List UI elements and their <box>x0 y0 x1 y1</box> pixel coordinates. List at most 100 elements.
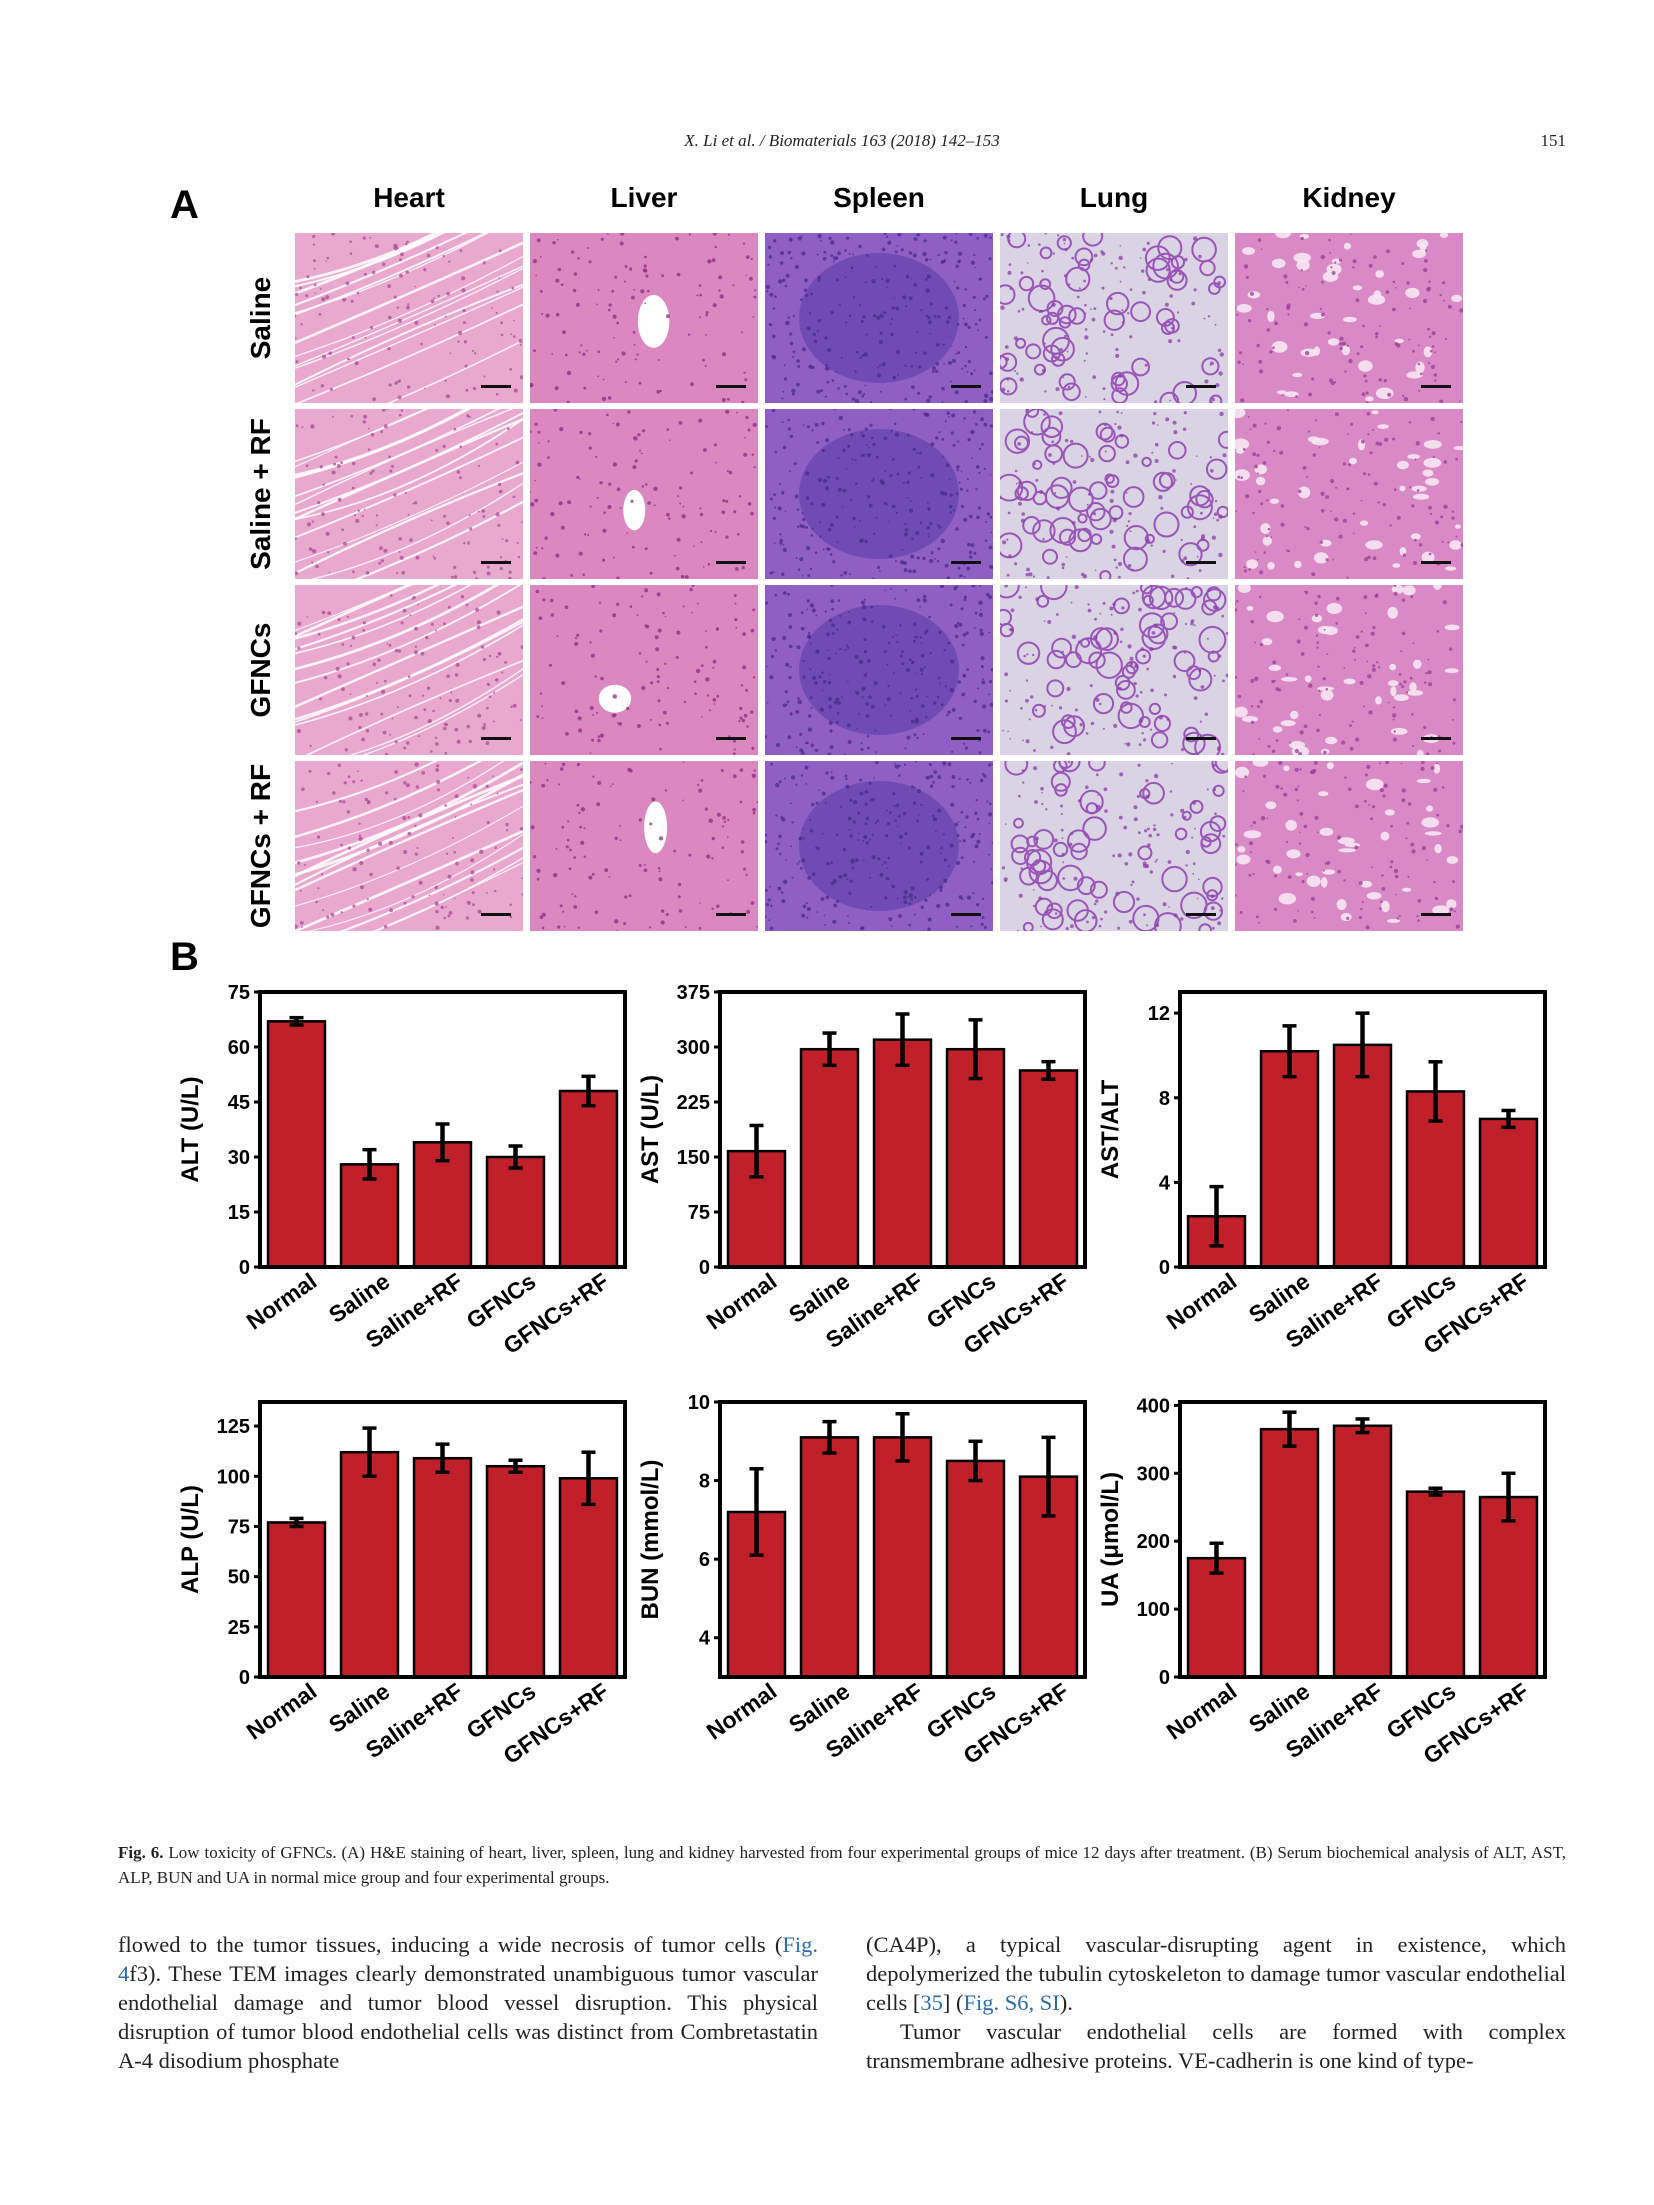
chart-ast: Normal Saline Saline+RF GFNCs GFNCs+RF 0 75 150… <box>630 980 1100 1380</box>
paragraph: Tumor vascular endothelial cells are for… <box>866 2019 1566 2073</box>
row-heading-saline: Saline <box>245 276 276 360</box>
category-label: Normal <box>242 1268 322 1335</box>
histology-image-lung <box>1000 409 1228 579</box>
column-heading-spleen: Spleen <box>833 182 925 213</box>
journal-citation: X. Li et al. / Biomaterials 163 (2018) 1… <box>684 131 1000 150</box>
y-tick-label: 4 <box>1159 1172 1171 1194</box>
row-heading-gfncs: GFNCs <box>245 622 276 718</box>
bar <box>1405 1490 1466 1679</box>
y-tick-label: 150 <box>677 1147 710 1169</box>
bar <box>1478 1495 1539 1679</box>
y-axis-label: ALT (U/L) <box>177 1076 204 1182</box>
bar <box>1018 1069 1079 1269</box>
y-tick-label: 0 <box>699 1257 710 1279</box>
bar <box>799 1436 860 1679</box>
running-head: X. Li et al. / Biomaterials 163 (2018) 1… <box>118 131 1566 157</box>
y-axis-label: AST (U/L) <box>637 1075 664 1184</box>
y-tick-label: 0 <box>1159 1257 1170 1279</box>
bar <box>1332 1424 1393 1679</box>
category-label: Normal <box>702 1268 782 1335</box>
plot-frame <box>258 1400 627 1679</box>
bar <box>266 1020 327 1269</box>
histology-image-lung <box>1000 233 1228 403</box>
y-tick-label: 15 <box>228 1202 250 1224</box>
y-tick-label: 0 <box>1159 1667 1170 1689</box>
y-tick-label: 125 <box>217 1416 250 1438</box>
bar <box>558 1477 619 1679</box>
chart-ua: Normal Saline Saline+RF GFNCs GFNCs+RF 0 100 20… <box>1090 1390 1560 1790</box>
y-tick-label: 0 <box>239 1257 250 1279</box>
histology-image-spleen <box>765 409 993 579</box>
bar <box>485 1155 546 1269</box>
plot-frame <box>1178 1400 1547 1679</box>
histology-image-liver <box>530 761 758 931</box>
category-label: Normal <box>702 1678 782 1745</box>
histology-image-heart <box>295 761 523 931</box>
bar <box>1259 1427 1320 1679</box>
y-tick-label: 200 <box>1137 1531 1170 1553</box>
chart-bun: Normal Saline Saline+RF GFNCs GFNCs+RF 4 6 8 10 B… <box>630 1390 1100 1790</box>
bar <box>799 1047 860 1269</box>
column-heading-liver: Liver <box>610 182 678 213</box>
category-label: Normal <box>242 1678 322 1745</box>
histology-image-heart <box>295 585 523 755</box>
bar <box>1259 1049 1320 1269</box>
histology-image-liver <box>530 585 758 755</box>
plot-frame <box>1178 990 1547 1269</box>
body-column-left: flowed to the tumor tissues, inducing a … <box>118 1932 818 2073</box>
histology-image-kidney <box>1235 585 1463 755</box>
bar <box>339 1450 400 1679</box>
y-tick-label: 60 <box>228 1037 250 1059</box>
column-heading-kidney: Kidney <box>1302 182 1396 213</box>
bar <box>872 1436 933 1679</box>
category-label: Normal <box>1162 1678 1242 1745</box>
column-heading-heart: Heart <box>373 182 445 213</box>
figure-4-link[interactable]: Fig. 4 <box>118 1932 818 1986</box>
plot-frame <box>258 990 627 1269</box>
y-tick-label: 0 <box>239 1667 250 1689</box>
y-axis-label: ALP (U/L) <box>177 1485 204 1594</box>
row-heading-gfncs-rf: GFNCs + RF <box>245 763 276 929</box>
y-tick-label: 225 <box>677 1092 710 1114</box>
y-tick-label: 25 <box>228 1617 250 1639</box>
y-tick-label: 75 <box>688 1202 710 1224</box>
column-heading-lung: Lung <box>1079 182 1149 213</box>
y-tick-label: 10 <box>688 1392 710 1414</box>
bar <box>412 1456 473 1679</box>
histology-image-liver <box>530 409 758 579</box>
y-axis-label: AST/ALT <box>1097 1079 1124 1179</box>
y-tick-label: 50 <box>228 1567 250 1589</box>
y-tick-label: 4 <box>699 1628 711 1650</box>
chart-alp: Normal Saline Saline+RF GFNCs GFNCs+RF 0 25 50 7… <box>170 1390 640 1790</box>
page-number: 151 <box>1540 131 1567 150</box>
figure-caption: Fig. 6. Low toxicity of GFNCs. (A) H&E s… <box>118 1840 1566 1890</box>
panel-b-label: B <box>170 935 199 979</box>
bar <box>1186 1556 1247 1679</box>
bar <box>558 1089 619 1269</box>
y-axis-label: UA (μmol/L) <box>1097 1472 1124 1607</box>
figure-label: Fig. 6. <box>118 1843 164 1862</box>
bar <box>266 1521 327 1679</box>
histology-image-kidney <box>1235 761 1463 931</box>
histology-image-spleen <box>765 585 993 755</box>
y-tick-label: 45 <box>228 1092 250 1114</box>
y-axis-label: BUN (mmol/L) <box>637 1460 664 1620</box>
reference-35-link[interactable]: 35 <box>920 1990 943 2015</box>
y-tick-label: 300 <box>677 1037 710 1059</box>
y-tick-label: 300 <box>1137 1463 1170 1485</box>
panel-a-label: A <box>170 183 199 227</box>
histology-image-spleen <box>765 233 993 403</box>
histology-image-spleen <box>765 761 993 931</box>
bar <box>945 1459 1006 1679</box>
y-tick-label: 6 <box>699 1549 710 1571</box>
plot-frame <box>718 990 1087 1269</box>
chart-alt: Normal Saline Saline+RF GFNCs GFNCs+RF 0 15 30 4… <box>170 980 640 1380</box>
y-tick-label: 75 <box>228 982 250 1004</box>
histology-image-liver <box>530 233 758 403</box>
bar <box>485 1464 546 1679</box>
figure-s6-link[interactable]: Fig. S6, SI <box>963 1990 1060 2015</box>
y-tick-label: 375 <box>677 982 710 1004</box>
category-label: Normal <box>1162 1268 1242 1335</box>
y-tick-label: 100 <box>217 1466 250 1488</box>
y-tick-label: 8 <box>1159 1088 1170 1110</box>
